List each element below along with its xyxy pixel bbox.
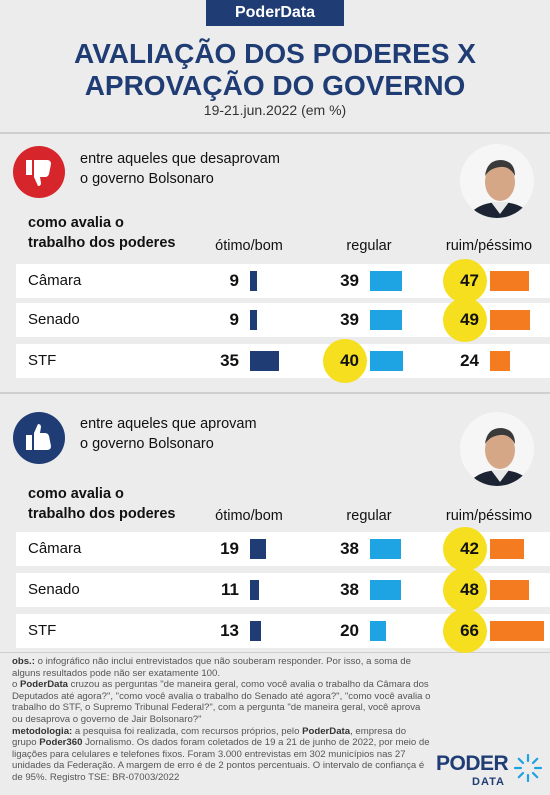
divider [0,132,550,134]
question-label-line1: como avalia o [28,215,124,231]
value-label-bad: 42 [460,539,479,558]
divider [0,392,550,394]
row-label: Senado [28,581,80,598]
poderdata-logo: PODER DATA [436,752,546,788]
value-label-bad: 48 [460,580,479,599]
footnotes: obs.: o infográfico não inclui entrevist… [12,656,432,784]
value-label-bad: 24 [460,351,479,370]
bar-good [250,310,257,330]
thumbs-up-icon [13,412,65,464]
highlight-circle [443,298,487,342]
value-label-good: 9 [229,310,239,329]
bar-bad [490,580,529,600]
row-label: STF [28,622,57,639]
bar-bad [490,351,510,371]
section2-text-line2: o governo Bolsonaro [80,436,214,452]
value-label-good: 13 [220,621,239,640]
value-label-bad: 49 [460,310,479,329]
highlight-circle [323,339,367,383]
row-label: STF [28,352,57,369]
highlight-circle [443,527,487,571]
bar-regular [370,271,402,291]
row-label: Senado [28,311,80,328]
highlight-circle [443,609,487,653]
cross-note: o PoderData cruzou as perguntas "de mane… [12,679,431,725]
page-title-line2: APROVAÇÃO DO GOVERNO [84,70,466,101]
value-label-good: 19 [220,539,239,558]
obs-note: obs.: o infográfico não inclui entrevist… [12,656,411,679]
column-header-bad: ruim/péssimo [445,508,533,524]
bar-regular [370,580,401,600]
table-row [16,344,550,378]
portrait-photo [460,144,534,218]
value-label-good: 9 [229,271,239,290]
bar-good [250,539,266,559]
section1-text-line1: entre aqueles que desaprovam [80,151,280,167]
question-label-line2: trabalho dos poderes [28,235,176,251]
page-title-line1: AVALIAÇÃO DOS PODERES X [74,38,476,69]
column-header-bad: ruim/péssimo [445,238,533,254]
bar-bad [490,621,544,641]
highlight-circle [443,259,487,303]
column-header-regular: regular [346,238,392,254]
bar-good [250,351,279,371]
column-header-good: ótimo/bom [215,508,283,524]
highlight-circle [443,568,487,612]
bar-good [250,271,257,291]
logo-sunburst-icon [513,753,543,783]
portrait-photo [460,412,534,486]
bar-good [250,621,261,641]
question-label-line1: como avalia o [28,486,124,502]
bar-bad [490,310,530,330]
bar-regular [370,621,386,641]
value-label-good: 35 [220,351,239,370]
column-header-good: ótimo/bom [215,238,283,254]
value-label-bad: 66 [460,621,479,640]
value-label-bad: 47 [460,271,479,290]
bar-regular [370,351,403,371]
brand-label: PoderData [206,0,344,26]
value-label-good: 11 [221,580,239,599]
value-label-regular: 38 [340,539,359,558]
value-label-regular: 38 [340,580,359,599]
bar-bad [490,271,529,291]
bar-regular [370,539,401,559]
page-subtitle: 19-21.jun.2022 (em %) [203,102,347,118]
value-label-regular: 20 [340,621,359,640]
method-note: metodologia: a pesquisa foi realizada, c… [12,725,430,783]
bar-bad [490,539,524,559]
thumbs-down-icon [13,146,65,198]
bar-good [250,580,259,600]
bar-regular [370,310,402,330]
divider [0,652,550,653]
value-label-regular: 39 [340,271,359,290]
row-label: Câmara [28,540,82,557]
question-label-line2: trabalho dos poderes [28,506,176,522]
value-label-regular: 39 [340,310,359,329]
column-header-regular: regular [346,508,392,524]
row-label: Câmara [28,272,82,289]
value-label-regular: 40 [340,351,359,370]
section1-text-line2: o governo Bolsonaro [80,171,214,187]
section2-text-line1: entre aqueles que aprovam [80,416,257,432]
